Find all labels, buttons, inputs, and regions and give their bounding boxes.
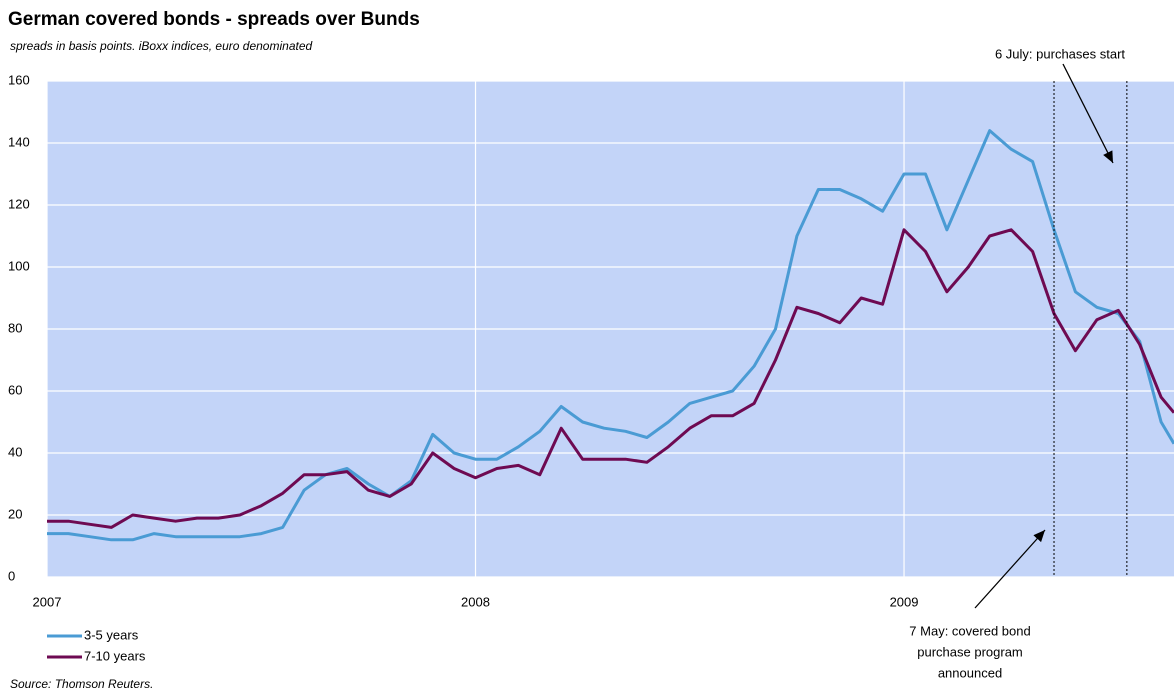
- annotation: 7 May: covered bond: [909, 623, 1030, 638]
- arrow: [1062, 63, 1114, 164]
- series-line: [47, 228, 1174, 529]
- legend-label: 7-10 years: [84, 648, 146, 663]
- y-tick-label: 40: [8, 444, 22, 459]
- source: Source: Thomson Reuters.: [10, 677, 153, 691]
- y-tick-label: 100: [8, 258, 30, 273]
- chart-title: German covered bonds - spreads over Bund…: [8, 9, 420, 30]
- y-tick-label: 80: [8, 320, 22, 335]
- annotation: purchase program: [917, 644, 1023, 659]
- series-line: [47, 129, 1174, 542]
- subtitle: spreads in basis points. iBoxx indices, …: [10, 39, 313, 53]
- y-tick-label: 160: [8, 72, 30, 87]
- legend-label: 3-5 years: [84, 627, 139, 642]
- y-tick-label: 0: [8, 568, 15, 583]
- annotation: 6 July: purchases start: [995, 46, 1125, 61]
- arrow: [974, 529, 1046, 609]
- y-tick-label: 140: [8, 134, 30, 149]
- y-tick-label: 120: [8, 196, 30, 211]
- annotation: announced: [938, 665, 1002, 680]
- x-tick-label: 2009: [890, 594, 919, 609]
- x-tick-label: 2008: [461, 594, 490, 609]
- y-tick-label: 60: [8, 382, 22, 397]
- x-tick-label: 2007: [33, 594, 62, 609]
- y-tick-label: 20: [8, 506, 22, 521]
